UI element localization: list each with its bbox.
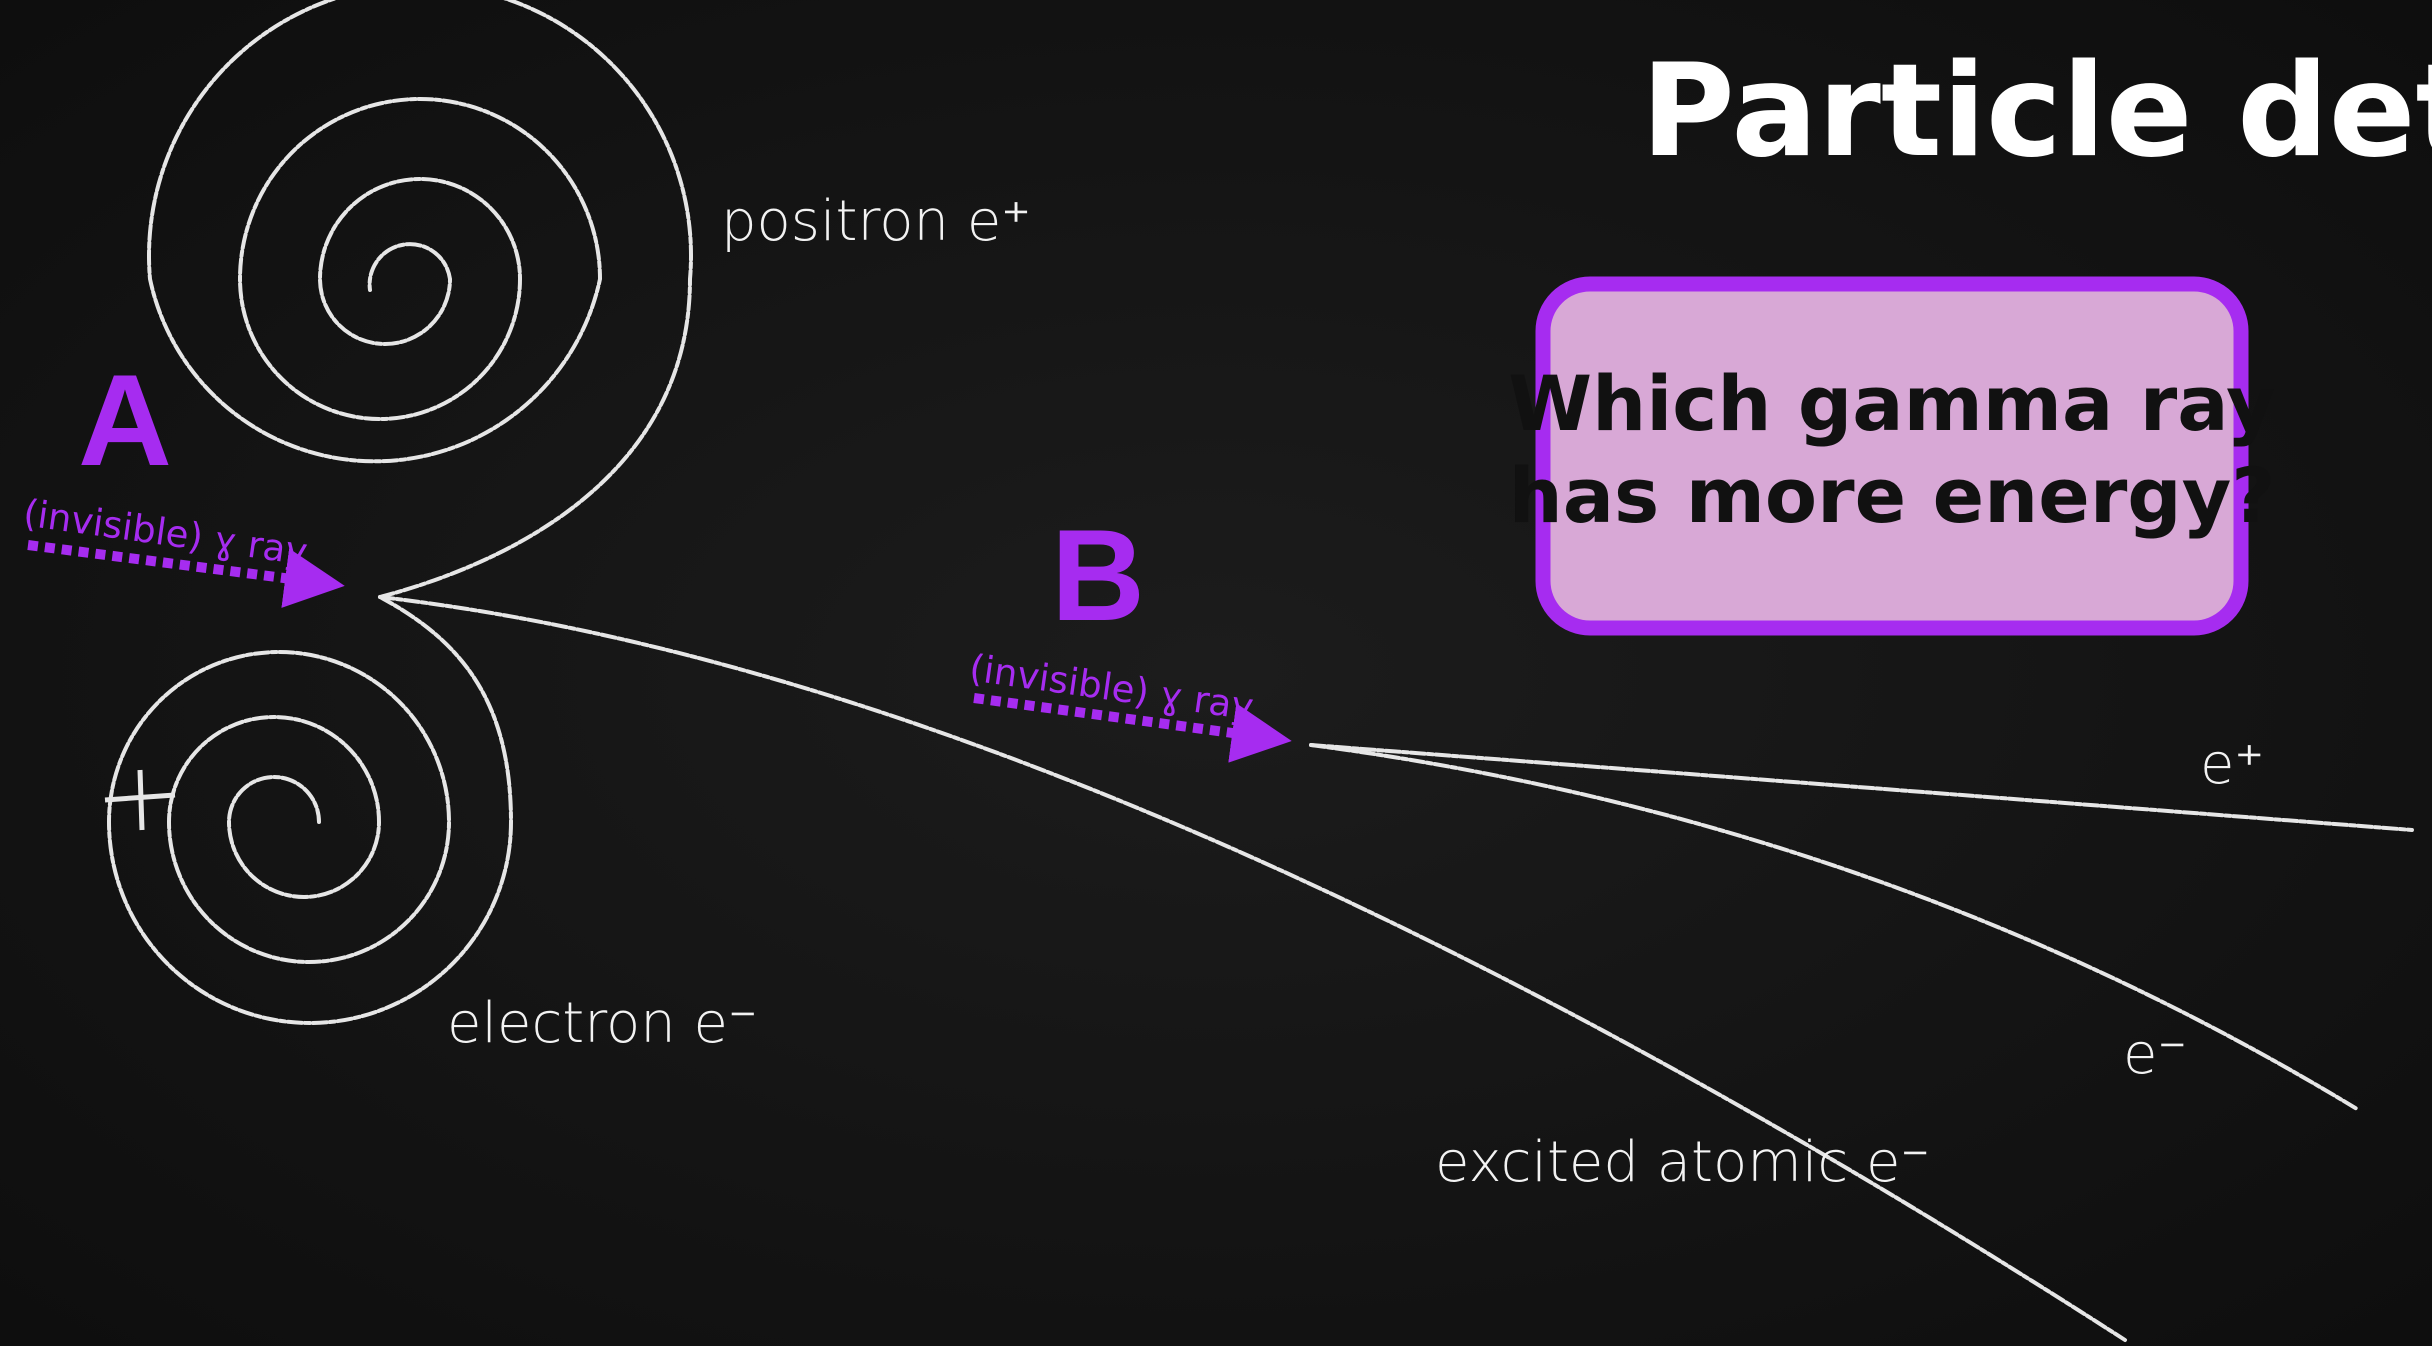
- event-b-letter: B: [1051, 502, 1145, 648]
- page: Particle detection positron e⁺ electron …: [0, 0, 2432, 1346]
- slide: Particle detection positron e⁺ electron …: [0, 0, 2432, 1346]
- excited-label: excited atomic e⁻: [1435, 1130, 1930, 1195]
- positron-label: positron e⁺: [721, 189, 1031, 254]
- right-electron-label: e⁻: [2123, 1022, 2187, 1087]
- question-line: Which gamma ray: [1508, 359, 2275, 448]
- right-positron-label: e⁺: [2200, 732, 2264, 797]
- question-line: has more energy?: [1509, 451, 2276, 540]
- event-a-letter: A: [78, 347, 172, 493]
- electron-label: electron e⁻: [447, 991, 758, 1056]
- title: Particle detection: [1641, 37, 2432, 186]
